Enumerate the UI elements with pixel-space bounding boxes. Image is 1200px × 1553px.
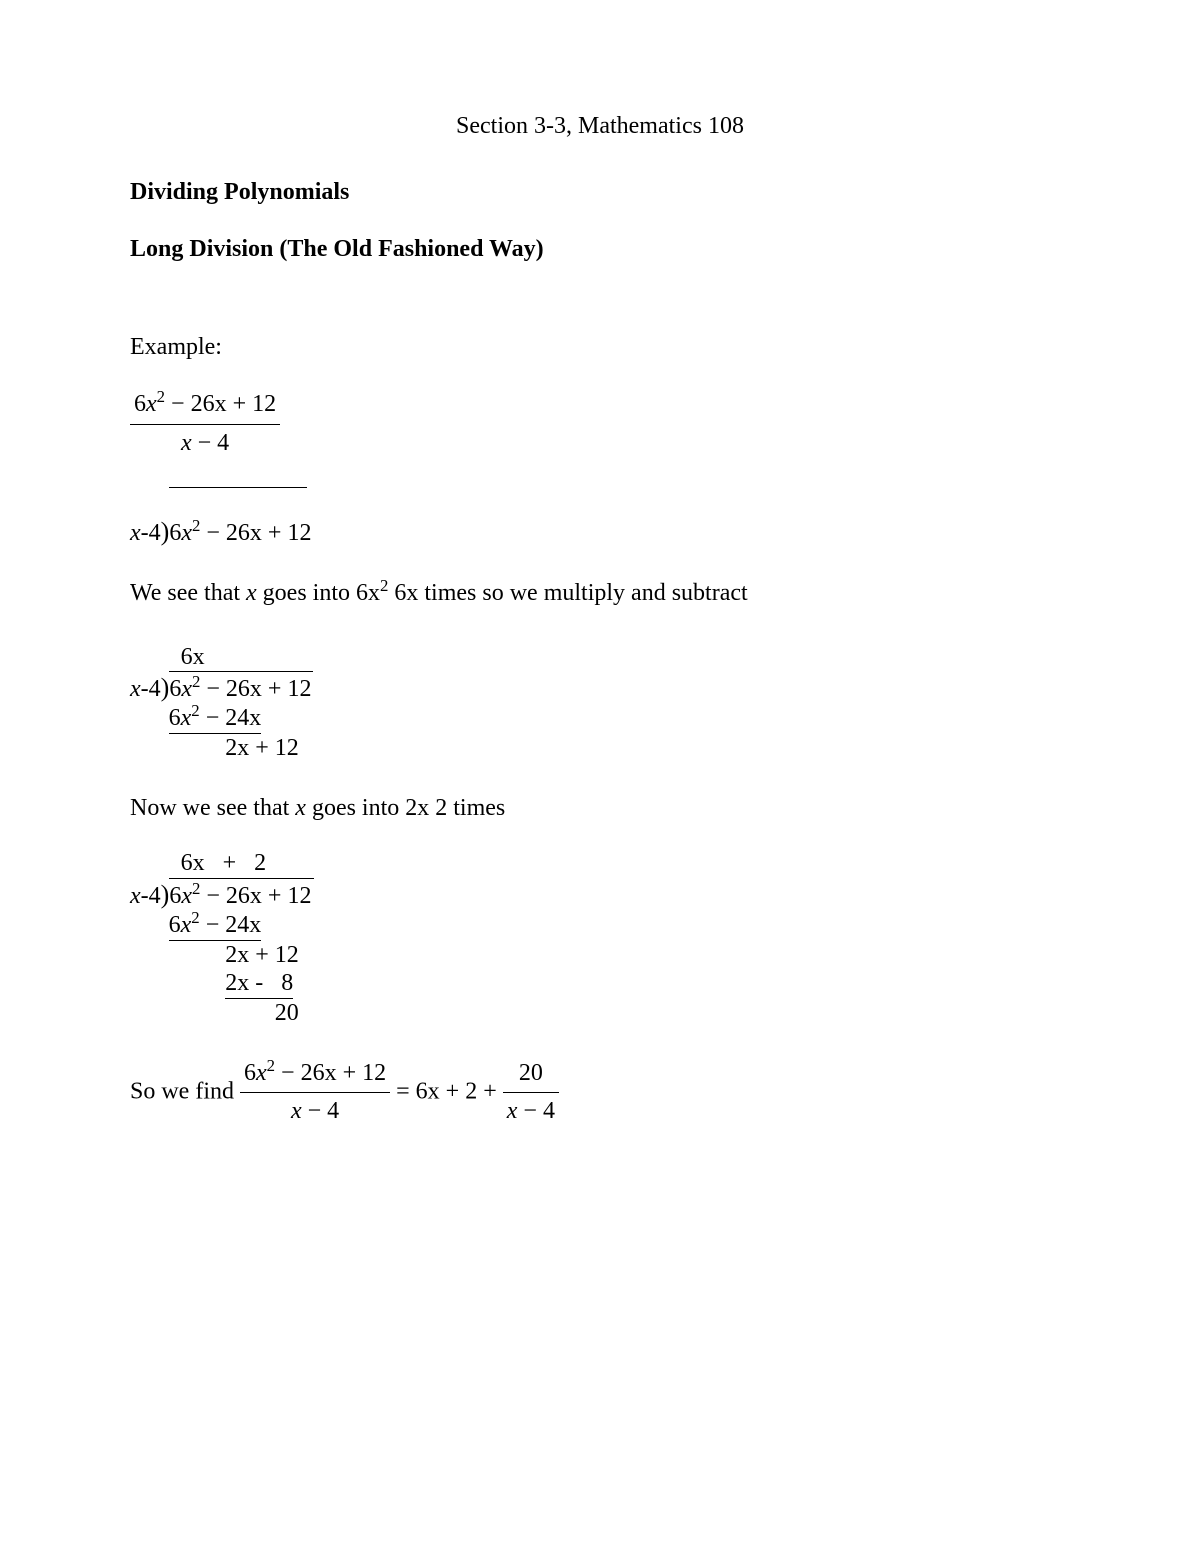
ld1-quotient-row: x-4) 6x xyxy=(130,643,313,673)
heading-2: Long Division (The Old Fashioned Way) xyxy=(130,233,1070,267)
num-6: 6 xyxy=(134,391,146,417)
result-line: So we find 6x2 − 26x + 12 x − 4 = 6x + 2… xyxy=(130,1057,1070,1129)
ld-dividend-row: x-4)6x2 − 26x + 12 xyxy=(130,516,311,548)
ld1-rem1-row: x-4)6x2 − 2x + 12 xyxy=(130,734,313,763)
s1-post: times so we multiply and subtract xyxy=(418,580,747,606)
ld-quotient-row: x-4) xyxy=(130,487,311,517)
s1-x: x xyxy=(246,580,257,606)
s2-pre: Now we see that xyxy=(130,795,295,821)
num-rest: − 26x + 12 xyxy=(165,391,276,417)
s1-6x2: 6x2 xyxy=(356,580,388,606)
section-header: Section 3-3, Mathematics 108 xyxy=(130,110,1070,144)
ld1-dividend-row: x-4)6x2 − 26x + 12 xyxy=(130,672,313,704)
fraction: 6x2 − 26x + 12 x − 4 xyxy=(130,388,280,460)
ld-divisor-x: x xyxy=(130,520,141,546)
ld2-quotient: 6x + 2 xyxy=(169,849,315,879)
ld2-sub2-row: x-4)6x2 − 2x - 8 xyxy=(130,969,314,999)
ld-div-rest: − 26x + 12 xyxy=(200,520,311,546)
spacer xyxy=(130,291,1070,307)
ld1-quotient: 6x xyxy=(169,643,313,673)
ld1-block: x-4) 6x x-4)6x2 − 26x + 12 x-4)6x2 − 24x… xyxy=(130,643,313,763)
den-rest: − 4 xyxy=(192,430,230,456)
result-lhs-frac: 6x2 − 26x + 12 x − 4 xyxy=(240,1057,390,1129)
fraction-denominator: x − 4 xyxy=(130,425,280,461)
result-rhs-den: x − 4 xyxy=(503,1093,559,1129)
ld-div-6: 6 xyxy=(169,520,181,546)
ld1-sub1: 6x2 − 24x xyxy=(169,704,262,734)
s1-pre: We see that xyxy=(130,580,246,606)
s1-mid: goes into xyxy=(257,580,356,606)
ld1-sub1-row: x-4)6x2 − 24x xyxy=(130,704,313,734)
ld-div-x: x xyxy=(181,520,192,546)
ld2-sub1: 6x2 − 24x xyxy=(169,911,262,941)
fraction-numerator: 6x2 − 26x + 12 xyxy=(130,388,280,425)
s2-post: times xyxy=(447,795,505,821)
long-division-step1: x-4) 6x x-4)6x2 − 26x + 12 x-4)6x2 − 24x… xyxy=(130,643,1070,766)
num-exp: 2 xyxy=(157,387,165,406)
result-rhs-num: 20 xyxy=(503,1057,559,1094)
result-lhs-den: x − 4 xyxy=(240,1093,390,1129)
section-title: Section 3-3, Mathematics 108 xyxy=(456,113,744,139)
result-equals: = xyxy=(396,1078,416,1104)
s2-2: 2 xyxy=(435,795,447,821)
ld1-rem1: 2x + 12 xyxy=(225,735,299,761)
result-prefix: So we find xyxy=(130,1078,240,1104)
ld2-block: x-4) 6x + 2 x-4)6x2 − 26x + 12 x-4)6x2 −… xyxy=(130,849,314,1028)
ld2-dividend-row: x-4)6x2 − 26x + 12 xyxy=(130,879,314,911)
ld2-rem2-row: x-4)6x2 − 2x + 20 xyxy=(130,999,314,1028)
document-page: Section 3-3, Mathematics 108 Dividing Po… xyxy=(0,0,1200,1553)
long-division-step2: x-4) 6x + 2 x-4)6x2 − 26x + 12 x-4)6x2 −… xyxy=(130,849,1070,1031)
result-mid: 6x + 2 + xyxy=(416,1078,503,1104)
sentence-1: We see that x goes into 6x2 6x times so … xyxy=(130,577,1070,611)
ld2-sub2: 2x - 8 xyxy=(225,969,293,999)
ld2-rem1-row: x-4)6x2 − 2x + 12 xyxy=(130,941,314,970)
ld-divisor-rest: -4 xyxy=(141,520,161,546)
problem-fraction: 6x2 − 26x + 12 x − 4 xyxy=(130,388,1070,460)
ld2-quotient-row: x-4) 6x + 2 xyxy=(130,849,314,879)
s2-2x: 2x xyxy=(405,795,429,821)
result-rhs-frac: 20 x − 4 xyxy=(503,1057,559,1129)
result-lhs-num: 6x2 − 26x + 12 xyxy=(240,1057,390,1094)
long-division-setup: x-4) x-4)6x2 − 26x + 12 xyxy=(130,487,1070,551)
ld2-rem2: 20 xyxy=(275,1000,299,1026)
ld-vinculum xyxy=(169,487,307,517)
example-label: Example: xyxy=(130,331,1070,365)
s2-x: x xyxy=(295,795,306,821)
s1-6x: 6x xyxy=(394,580,418,606)
ld2-sub1-row: x-4)6x2 − 24x xyxy=(130,911,314,941)
sentence-2: Now we see that x goes into 2x 2 times xyxy=(130,792,1070,826)
heading-1: Dividing Polynomials xyxy=(130,176,1070,210)
num-x: x xyxy=(146,391,157,417)
ld-block: x-4) x-4)6x2 − 26x + 12 xyxy=(130,487,311,549)
den-x: x xyxy=(181,430,192,456)
ld2-rem1: 2x + 12 xyxy=(225,942,299,968)
s2-mid: goes into xyxy=(306,795,405,821)
